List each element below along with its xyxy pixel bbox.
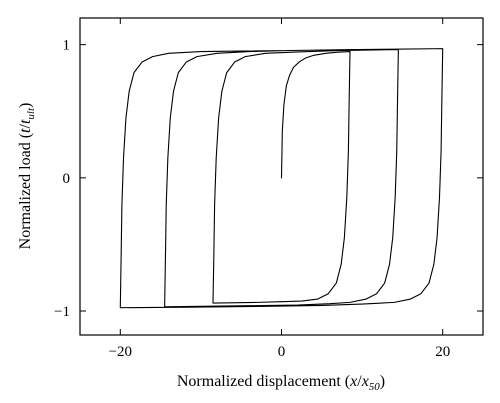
y-tick-label: 0: [63, 171, 71, 187]
y-tick-label: 1: [63, 38, 71, 54]
x-axis-label: Normalized displacement (x/x50): [177, 373, 385, 393]
y-axis-label: Normalized load (t/tult): [17, 103, 37, 250]
x-tick-label: −20: [109, 344, 132, 360]
tick-labels: −20 0 20 −1 0 1: [54, 38, 450, 360]
ticks: [80, 18, 483, 335]
curves: [119, 48, 444, 309]
hysteresis-curve: [119, 48, 444, 309]
x-tick-label: 0: [278, 344, 286, 360]
y-tick-label: −1: [54, 304, 70, 320]
x-tick-label: 20: [435, 344, 450, 360]
